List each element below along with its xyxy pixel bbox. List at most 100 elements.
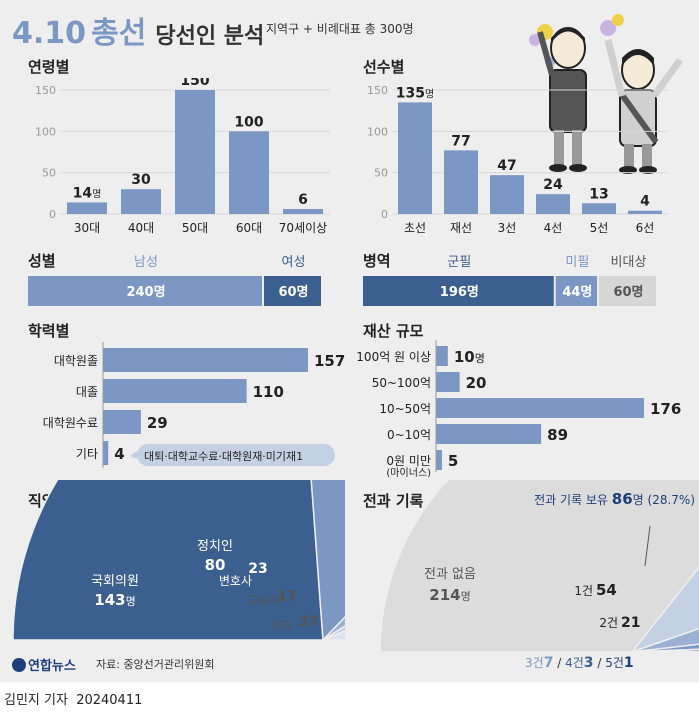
y-tick-label: 100	[367, 125, 388, 138]
page-title: 4.10 총선 당선인 분석	[12, 8, 264, 52]
x-tick-label: 재선	[450, 221, 472, 235]
share-segment	[264, 276, 321, 306]
terms-title: 선수별	[363, 58, 405, 76]
bar	[436, 450, 442, 470]
slice-value: 37	[299, 614, 318, 630]
value-label: 24	[543, 177, 563, 193]
bar	[283, 209, 323, 214]
share-category: 비대상	[611, 255, 647, 270]
value-label: 110	[253, 383, 284, 401]
figure-left	[537, 27, 587, 172]
bar	[103, 441, 109, 465]
winners-illustration	[529, 14, 683, 174]
slice-value: 23	[248, 561, 267, 577]
share-value: 44명	[562, 284, 592, 300]
education-title: 학력별	[28, 322, 70, 340]
x-tick-label: 3선	[498, 221, 517, 235]
logo: 연합뉴스	[12, 655, 76, 674]
bar	[67, 202, 107, 214]
gender-title: 성별	[28, 252, 56, 270]
note-bubble	[137, 444, 335, 466]
share-value: 240명	[126, 284, 165, 300]
military-title: 병역	[363, 252, 391, 270]
title-rest: 당선인 분석	[155, 24, 265, 49]
y-tick-label: 0	[49, 208, 56, 221]
record-chart: 전과 기록 보유 86명 (28.7%) 전과 없음 214명 1건 54 2건 21 3건7…	[379, 480, 699, 671]
pie-slice	[322, 630, 345, 641]
byline: 김민지 기자 20240411	[4, 693, 143, 708]
x-tick-label: 40대	[128, 221, 154, 235]
education-chart: 대학원졸 157명대졸 110 대학원수료 29 기타 4 대퇴·대학교수료·대학원재·미기재…	[43, 342, 345, 468]
pie-slice	[322, 625, 345, 641]
x-tick-label: 초선	[404, 221, 426, 235]
x-tick-label: 4선	[544, 221, 563, 235]
share-segment	[28, 276, 262, 306]
share-segment	[599, 276, 656, 306]
pie-slice	[631, 643, 699, 653]
x-tick-label: 30대	[74, 221, 100, 235]
value-label: 4	[114, 445, 124, 463]
x-tick-label: 50대	[182, 221, 208, 235]
bar	[582, 203, 616, 214]
figure-right	[604, 39, 683, 174]
y-category-label: 대졸	[76, 385, 98, 399]
share-value: 196명	[440, 284, 479, 300]
callout-line	[644, 525, 651, 567]
note-pointer	[130, 451, 137, 459]
bar	[436, 424, 542, 444]
category-sub-label: (마이너스)	[386, 467, 431, 479]
share-category: 남성	[134, 255, 158, 270]
bar	[628, 210, 662, 214]
share-value: 60명	[278, 284, 308, 300]
bar	[103, 379, 247, 403]
note-text: 대퇴·대학교수료·대학원재·미기재1	[144, 450, 303, 463]
assets-chart: 100억 원 이상 10명 50~100억 20 10~50억 176 0~10억 89 0원 …	[356, 340, 681, 479]
small-slices-legend: 3건7 / 4건3 / 5건1	[525, 655, 634, 671]
bar	[103, 348, 308, 372]
share-segment	[363, 276, 554, 306]
bar	[436, 372, 460, 392]
value-label: 5	[448, 452, 458, 470]
y-tick-label: 0	[381, 208, 388, 221]
y-category-label: 대학원수료	[43, 416, 98, 430]
value-label: 143명	[94, 591, 135, 609]
value-label: 30	[131, 172, 151, 188]
share-category: 여성	[282, 255, 306, 270]
slice-value: 214명	[429, 586, 470, 604]
pie-slice	[379, 480, 699, 653]
value-label: 150	[180, 78, 209, 89]
bar	[175, 90, 215, 214]
y-category-label: 0원 미만	[386, 454, 431, 468]
military-chart: 196명 군필 44명 미필 60명 비대상	[363, 255, 656, 306]
value-label: 14명	[73, 185, 102, 201]
slice-category: 전과 없음	[424, 567, 476, 582]
bar	[490, 175, 524, 214]
slice-category: 변호사	[219, 574, 252, 588]
footer-bar: 김민지 기자 20240411	[0, 682, 699, 714]
y-tick-label: 150	[35, 84, 56, 97]
bar	[436, 346, 448, 366]
pie-slice	[310, 480, 345, 642]
value-label: 10명	[454, 348, 485, 366]
value-label: 100	[234, 114, 263, 130]
record-callout: 전과 기록 보유 86명 (28.7%)	[534, 490, 695, 508]
gender-chart: 240명 남성 60명 여성	[28, 255, 321, 306]
value-label: 13	[589, 186, 608, 202]
x-tick-label: 60대	[236, 221, 262, 235]
slice-value: 54	[596, 581, 617, 599]
y-category-label: 대학원졸	[54, 354, 98, 368]
value-label: 176	[650, 400, 681, 418]
x-tick-label: 6선	[636, 221, 655, 235]
value-label: 157명	[314, 352, 345, 370]
pie-slice	[629, 566, 699, 654]
value-label: 4	[640, 194, 650, 210]
source-note: 자료: 중앙선거관리위원회	[96, 658, 215, 671]
bar	[229, 131, 269, 214]
x-tick-label: 70세이상	[279, 221, 327, 235]
subtitle: 지역구 + 비례대표 총 300명	[266, 22, 414, 36]
slice-value: 21	[621, 615, 640, 631]
slice-value: 17	[277, 589, 296, 605]
title-number: 4.10	[12, 16, 87, 51]
y-category-label: 10~50억	[379, 402, 431, 416]
